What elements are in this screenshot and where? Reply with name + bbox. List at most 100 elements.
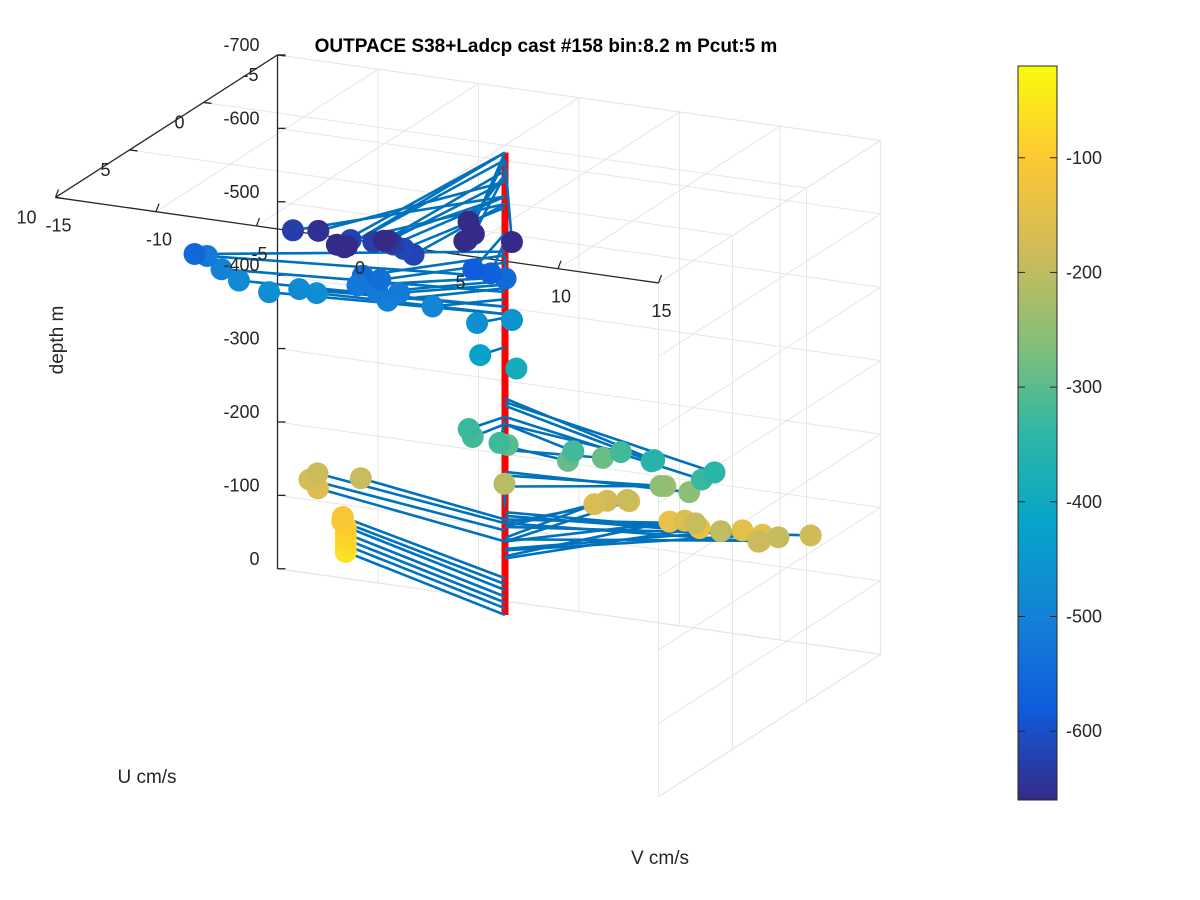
velocity-vector (317, 487, 506, 543)
v-tick-mark (557, 260, 562, 269)
data-point (562, 440, 585, 463)
grid-line (155, 68, 379, 213)
velocity-vector (388, 180, 506, 242)
velocity-vector (360, 476, 506, 521)
data-point (388, 281, 411, 304)
data-point (500, 231, 523, 254)
grid-line (356, 97, 580, 241)
data-point (616, 488, 639, 511)
data-point (747, 530, 770, 553)
velocity-vector (504, 448, 603, 460)
data-point (684, 512, 707, 535)
data-point (649, 474, 672, 497)
data-point (258, 281, 281, 304)
data-point (469, 344, 492, 367)
u-tick-label: 10 (16, 207, 36, 227)
z-tick-label: -600 (223, 108, 259, 128)
v-tick-mark (155, 203, 160, 212)
grid-line (658, 580, 881, 724)
velocity-vector (503, 159, 514, 243)
velocity-vector (412, 202, 506, 256)
z-tick-label: 0 (249, 549, 259, 569)
data-point (767, 526, 790, 549)
data-point (466, 312, 489, 335)
u-tick-mark (203, 101, 212, 105)
data-point (703, 461, 726, 484)
box-edge (658, 653, 881, 798)
velocity-vector (345, 525, 506, 592)
colorbar-tick-label: -200 (1066, 262, 1102, 282)
data-point (305, 282, 328, 305)
data-point (346, 274, 369, 297)
box-edge (277, 568, 881, 655)
v-tick-label: 0 (355, 258, 365, 278)
grid-line (658, 140, 881, 284)
grid-line (557, 125, 781, 270)
data-point (281, 219, 304, 242)
u-tick-label: 0 (174, 112, 184, 132)
u-axis-line (55, 54, 278, 198)
data-point (731, 519, 754, 542)
grid-line (457, 111, 680, 255)
v-tick-mark (657, 274, 663, 284)
data-point (227, 269, 250, 292)
data-point (349, 467, 372, 490)
velocity-vector (346, 151, 506, 248)
data-point (457, 418, 480, 441)
v-tick-label: 5 (455, 272, 465, 292)
velocity-vector (342, 515, 506, 580)
u-tick-label: 5 (100, 160, 110, 180)
velocity-vector (309, 478, 506, 532)
v-tick-label: -5 (251, 244, 267, 264)
data-point (288, 278, 311, 301)
data-point (456, 228, 478, 251)
velocity-vector (292, 195, 506, 232)
data-point (307, 219, 330, 242)
velocity-vector (345, 543, 506, 610)
grid-line (658, 507, 881, 651)
x-axis-label: V cm/s (631, 848, 689, 869)
v-tick-label: 10 (551, 287, 571, 307)
z-tick-label: -100 (223, 475, 259, 495)
data-point (709, 520, 732, 543)
velocity-vector (345, 550, 506, 617)
data-point (505, 357, 528, 380)
velocity-vector (316, 291, 506, 316)
data-point (609, 441, 632, 464)
colorbar-ticks: -100 -200 -300 -400 -500 -600 (1018, 148, 1102, 741)
data-point (643, 449, 666, 472)
colorbar-tick-label: -400 (1066, 492, 1102, 512)
data-point (369, 268, 392, 291)
grid-line (658, 433, 881, 577)
data-point (500, 309, 523, 332)
colorbar-tick-label: -500 (1066, 607, 1102, 627)
data-point (306, 462, 329, 485)
velocity-vector (317, 472, 506, 525)
grid-line (256, 83, 479, 227)
z-tick-label: -700 (223, 35, 259, 55)
z-tick-label: -300 (223, 329, 259, 349)
colorbar: -100 -200 -300 -400 -500 -600 (1017, 65, 1102, 801)
v-tick-label: 15 (651, 301, 671, 321)
data-point (421, 295, 444, 318)
u-tick-label: -5 (242, 65, 258, 85)
v-tick-mark (255, 217, 261, 227)
velocity-vector (504, 400, 715, 474)
data-point (372, 229, 395, 252)
grid-line (203, 101, 807, 189)
colorbar-tick-label: -600 (1066, 721, 1102, 741)
velocity-vector (392, 195, 506, 246)
y-axis-label: U cm/s (117, 767, 176, 788)
colorbar-gradient (1017, 65, 1058, 801)
grid-line (658, 286, 881, 431)
data-point (210, 258, 233, 281)
velocity-vector (345, 532, 506, 598)
u-tick-mark (55, 196, 64, 200)
data-point (591, 446, 614, 469)
z-tick-label: -500 (223, 182, 259, 202)
velocity-vector (345, 538, 506, 604)
data-point (493, 472, 516, 495)
v-tick-label: -15 (45, 215, 71, 235)
